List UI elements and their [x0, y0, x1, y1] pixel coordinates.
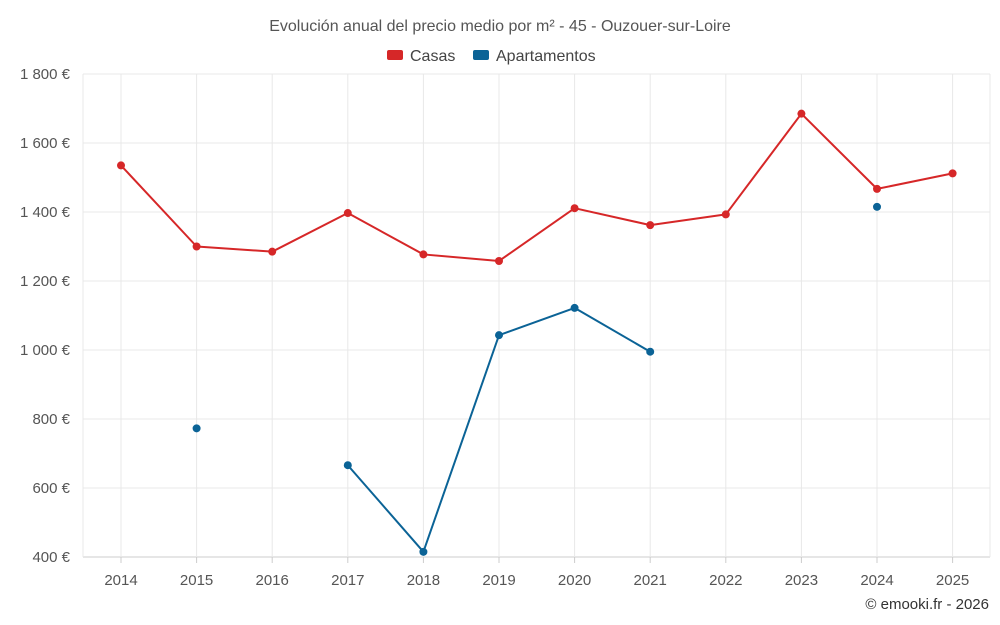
y-tick-label: 1 400 €	[20, 204, 71, 221]
x-tick-label: 2025	[936, 572, 969, 589]
data-point-apartamentos[interactable]	[419, 547, 428, 556]
data-point-casas[interactable]	[873, 184, 881, 193]
data-point-casas[interactable]	[646, 221, 655, 230]
legend-swatch-apartamentos	[473, 50, 489, 60]
y-tick-label: 400 €	[32, 549, 70, 566]
chart-title: Evolución anual del precio medio por m² …	[269, 18, 731, 35]
data-point-casas[interactable]	[721, 210, 730, 219]
x-tick-label: 2023	[785, 572, 818, 589]
legend: Casas Apartamentos	[387, 48, 596, 65]
x-tick-label: 2014	[104, 572, 137, 589]
data-point-apartamentos[interactable]	[570, 303, 579, 312]
legend-swatch-casas	[387, 50, 403, 60]
x-tick-label: 2016	[256, 572, 289, 589]
x-tick-label: 2019	[482, 572, 515, 589]
data-point-casas[interactable]	[343, 209, 352, 218]
x-axis: 2014 2015 2016 2017 2018 2019 2020 2021 2022 2023…	[104, 557, 969, 589]
series-line-casas	[120, 112, 953, 262]
data-point-apartamentos[interactable]	[873, 202, 881, 211]
data-point-casas[interactable]	[117, 161, 125, 170]
legend-item-apartamentos[interactable]: Apartamentos	[473, 48, 596, 65]
plot-area	[117, 109, 957, 556]
data-point-apartamentos[interactable]	[495, 331, 503, 340]
y-tick-label: 600 €	[32, 480, 70, 497]
data-point-casas[interactable]	[948, 169, 957, 178]
data-point-apartamentos[interactable]	[343, 461, 352, 470]
y-axis: 400 € 600 € 800 € 1 000 € 1 200 € 1 400 € 1 60…	[20, 66, 71, 566]
data-point-casas[interactable]	[419, 250, 428, 259]
x-tick-label: 2024	[860, 572, 893, 589]
data-point-casas[interactable]	[570, 204, 579, 213]
x-tick-label: 2015	[180, 572, 213, 589]
y-tick-label: 1 000 €	[20, 342, 71, 359]
legend-label-casas: Casas	[410, 48, 455, 65]
grid	[82, 73, 991, 558]
x-tick-label: 2021	[634, 572, 667, 589]
data-point-casas[interactable]	[495, 256, 503, 265]
data-point-apartamentos[interactable]	[192, 424, 201, 433]
data-point-casas[interactable]	[192, 242, 201, 251]
x-tick-label: 2022	[709, 572, 742, 589]
x-tick-label: 2020	[558, 572, 591, 589]
data-point-apartamentos[interactable]	[646, 347, 655, 356]
data-point-casas[interactable]	[268, 247, 277, 256]
legend-label-apartamentos: Apartamentos	[496, 48, 596, 65]
y-tick-label: 1 200 €	[20, 273, 71, 290]
y-tick-label: 1 800 €	[20, 66, 71, 83]
credit: © emooki.fr - 2026	[865, 596, 989, 613]
y-tick-label: 800 €	[32, 411, 70, 428]
legend-item-casas[interactable]: Casas	[387, 48, 455, 65]
x-tick-label: 2017	[331, 572, 364, 589]
x-tick-label: 2018	[407, 572, 440, 589]
y-tick-label: 1 600 €	[20, 135, 71, 152]
data-point-casas[interactable]	[797, 109, 806, 118]
